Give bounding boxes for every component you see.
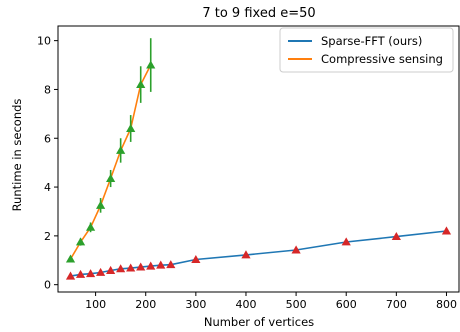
data-point: [126, 123, 136, 132]
data-point: [291, 245, 301, 254]
data-point: [106, 265, 116, 274]
legend-box: [279, 27, 454, 73]
data-point: [136, 79, 146, 89]
data-point: [116, 145, 126, 154]
y-axis-label: Runtime in seconds: [10, 99, 24, 212]
data-point: [106, 173, 116, 182]
data-point: [75, 237, 86, 246]
data-point: [441, 226, 452, 235]
axes: 100 200 300 400 500 600 700 800 0 2 4 6 8 10: [37, 25, 460, 311]
chart-title: 7 to 9 fixed e=50: [202, 6, 315, 21]
data-point: [341, 237, 351, 246]
x-tick-label: 100: [85, 298, 106, 311]
y-tick-label: 6: [44, 132, 51, 145]
data-point: [116, 264, 126, 273]
data-point: [391, 232, 401, 241]
legend: Sparse-FFT (ours) Compressive sensing: [279, 27, 454, 73]
data-point: [136, 262, 146, 271]
data-point: [75, 269, 86, 278]
x-tick-label: 500: [286, 298, 307, 311]
data-point: [241, 250, 251, 259]
legend-label-sparse-fft: Sparse-FFT (ours): [321, 34, 422, 48]
data-point: [96, 200, 106, 209]
data-point: [65, 271, 76, 280]
x-tick-label: 700: [386, 298, 407, 311]
y-tick-label: 4: [44, 181, 51, 194]
data-point: [146, 60, 156, 69]
data-point: [126, 263, 136, 272]
data-point: [166, 260, 176, 269]
x-tick-label: 600: [336, 298, 357, 311]
x-tick-label: 400: [235, 298, 256, 311]
x-tick-label: 300: [185, 298, 206, 311]
data-point: [85, 222, 96, 231]
y-tick-label: 8: [44, 83, 51, 96]
series-line-sparse-fft-ours: [70, 230, 447, 277]
data-point: [191, 254, 201, 263]
data-point: [96, 267, 106, 276]
axes-frame: [57, 25, 460, 293]
x-tick-label: 200: [135, 298, 156, 311]
data-point: [65, 254, 76, 263]
plot-area: [65, 38, 452, 280]
data-point: [85, 269, 96, 278]
y-tick-label: 2: [44, 230, 51, 243]
y-tick-label: 0: [44, 279, 51, 292]
y-tick-label: 10: [37, 35, 51, 48]
x-axis-label: Number of vertices: [204, 315, 314, 329]
legend-label-compressive-sensing: Compressive sensing: [321, 52, 443, 66]
data-point: [146, 261, 156, 270]
series-line-compressive-sensing: [69, 64, 152, 260]
x-tick-label: 800: [436, 298, 457, 311]
data-point: [156, 260, 166, 269]
